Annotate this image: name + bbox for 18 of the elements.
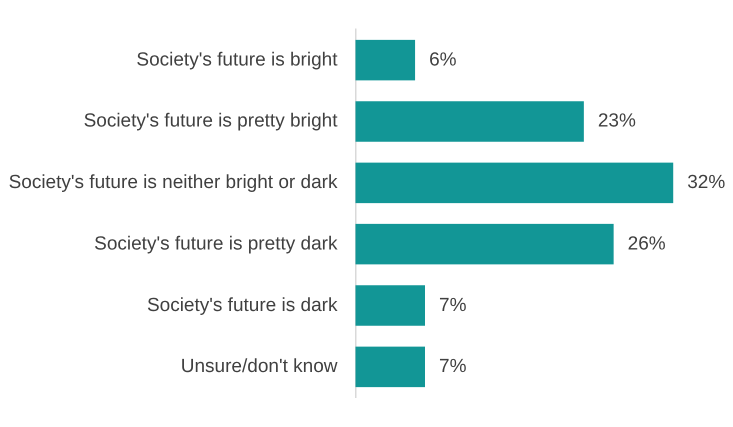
data-label: 26% [628, 233, 666, 254]
bar [356, 162, 674, 204]
bar [356, 40, 416, 80]
y-tick-label: Society's future is bright [136, 49, 338, 70]
bar [356, 285, 425, 326]
data-label: 6% [429, 49, 457, 70]
y-tick-label: Society's future is neither bright or dark [8, 172, 338, 194]
y-tick-label: Society's future is dark [146, 294, 338, 316]
bar [356, 346, 425, 388]
bar [356, 101, 584, 142]
bar [356, 224, 614, 264]
y-tick-label: Unsure/don't know [180, 356, 338, 378]
y-tick-label: Society's future is pretty dark [94, 233, 338, 254]
data-label: 7% [439, 356, 467, 378]
data-label: 32% [687, 172, 726, 194]
data-label: 7% [439, 294, 467, 316]
data-label: 23% [598, 110, 636, 132]
y-tick-label: Society's future is pretty bright [84, 110, 338, 132]
